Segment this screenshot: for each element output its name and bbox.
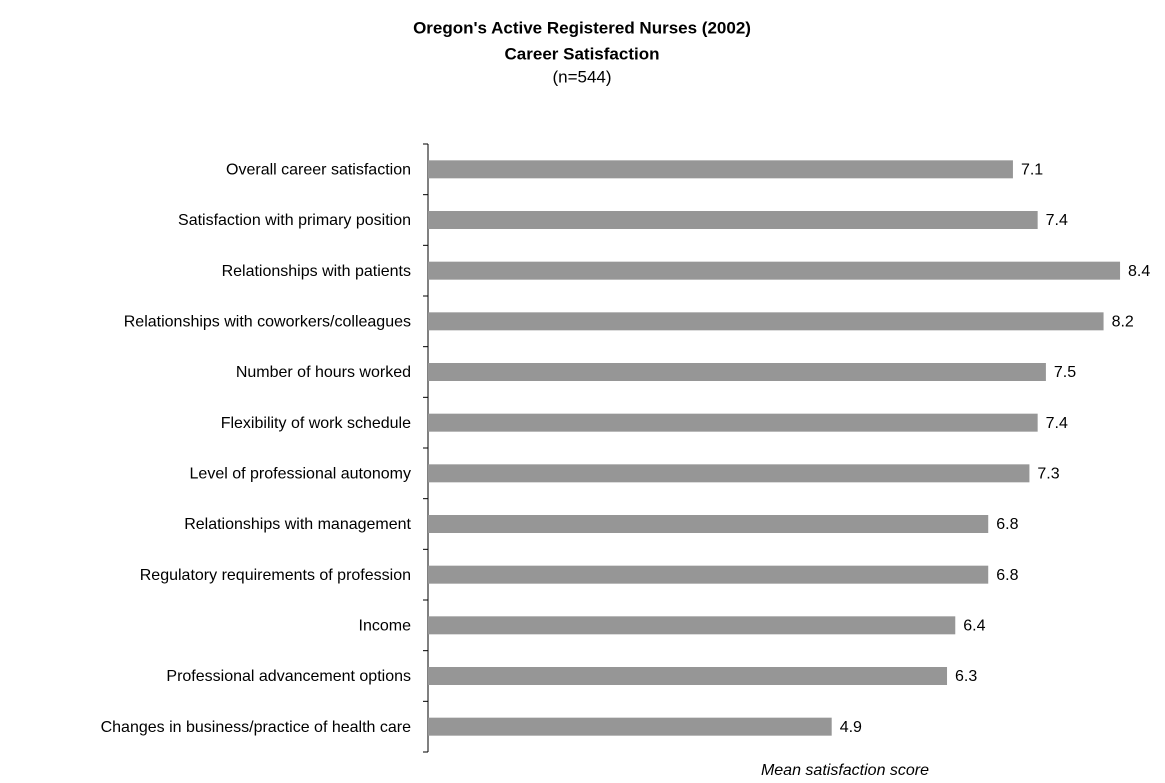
data-label: 4.9 — [840, 719, 862, 736]
bar — [428, 717, 832, 736]
y-tick-label: Relationships with coworkers/colleagues — [124, 314, 411, 331]
chart-title: Oregon's Active Registered Nurses (2002) — [413, 18, 751, 37]
y-tick-label: Changes in business/practice of health c… — [101, 719, 412, 736]
bar — [428, 211, 1038, 229]
data-label: 6.3 — [955, 668, 977, 685]
bar — [428, 464, 1030, 483]
y-tick-label: Overall career satisfaction — [226, 162, 411, 179]
y-tick-label: Regulatory requirements of profession — [140, 567, 411, 584]
bar — [428, 667, 948, 685]
y-tick-label: Income — [359, 618, 412, 635]
y-tick-label: Level of professional autonomy — [190, 466, 411, 483]
y-tick-label: Flexibility of work schedule — [221, 415, 411, 432]
bar — [428, 312, 1104, 331]
data-label: 7.4 — [1046, 415, 1068, 432]
bar — [428, 616, 956, 635]
bar — [428, 261, 1121, 280]
bar — [428, 565, 989, 584]
data-label: 7.3 — [1037, 466, 1059, 483]
y-tick-label: Relationships with management — [184, 516, 411, 533]
chart-note: (n=544) — [552, 67, 611, 86]
y-tick-label: Relationships with patients — [222, 263, 411, 280]
data-label: 7.5 — [1054, 364, 1076, 381]
y-tick-label: Satisfaction with primary position — [178, 212, 411, 229]
x-axis-label: Mean satisfaction score — [761, 762, 929, 779]
bar — [428, 515, 989, 533]
data-label: 8.2 — [1112, 314, 1134, 331]
data-label: 7.1 — [1021, 162, 1043, 179]
y-tick-label: Number of hours worked — [236, 364, 411, 381]
data-label: 6.8 — [996, 567, 1018, 584]
bar — [428, 413, 1038, 432]
bar — [428, 160, 1013, 179]
data-label: 6.4 — [963, 618, 985, 635]
data-label: 8.4 — [1128, 263, 1150, 280]
bar — [428, 363, 1046, 381]
y-tick-label: Professional advancement options — [166, 668, 411, 685]
data-label: 6.8 — [996, 516, 1018, 533]
data-label: 7.4 — [1046, 212, 1068, 229]
chart-subtitle: Career Satisfaction — [505, 44, 660, 63]
